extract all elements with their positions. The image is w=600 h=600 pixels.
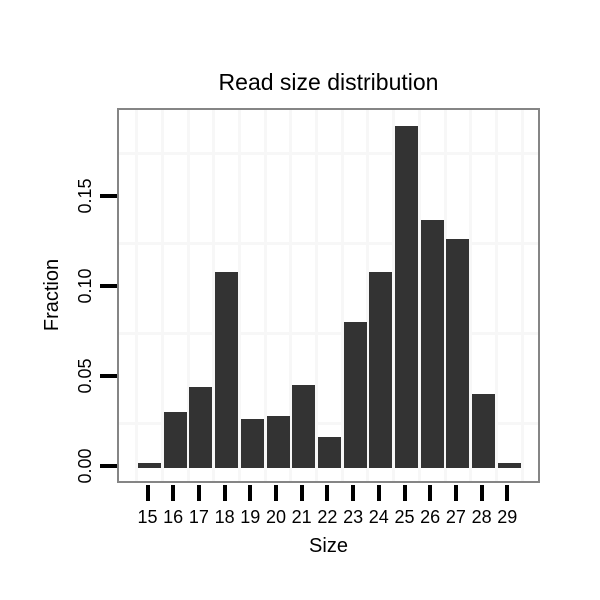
bar-size-27 bbox=[446, 239, 470, 468]
x-tick-label: 22 bbox=[317, 507, 338, 527]
gridline-vertical bbox=[469, 110, 473, 481]
gridline-vertical bbox=[392, 110, 396, 481]
bar-size-18 bbox=[215, 272, 239, 468]
x-tick bbox=[222, 485, 227, 501]
x-tick-label: 24 bbox=[368, 507, 389, 527]
y-axis-title: Fraction bbox=[41, 258, 63, 332]
y-tick bbox=[100, 284, 117, 288]
x-tick-label: 15 bbox=[137, 507, 158, 527]
bar-size-21 bbox=[292, 385, 316, 468]
y-tick bbox=[100, 374, 117, 378]
x-tick bbox=[325, 485, 330, 501]
x-tick-label: 27 bbox=[445, 507, 466, 527]
x-tick bbox=[479, 485, 484, 501]
x-tick bbox=[145, 485, 150, 501]
x-tick-label: 19 bbox=[240, 507, 261, 527]
x-tick bbox=[351, 485, 356, 501]
bar-size-16 bbox=[163, 412, 187, 468]
gridline-vertical bbox=[340, 110, 344, 481]
bar-size-22 bbox=[317, 437, 341, 468]
x-tick-label: 25 bbox=[394, 507, 415, 527]
x-tick-label: 18 bbox=[214, 507, 235, 527]
gridline-horizontal bbox=[119, 241, 538, 245]
x-tick bbox=[453, 485, 458, 501]
x-tick bbox=[196, 485, 201, 501]
gridline-vertical bbox=[263, 110, 267, 481]
x-tick-label: 28 bbox=[471, 507, 492, 527]
x-tick-label: 26 bbox=[420, 507, 441, 527]
x-tick bbox=[376, 485, 381, 501]
x-tick bbox=[299, 485, 304, 501]
gridline-vertical bbox=[212, 110, 216, 481]
chart-title: Read size distribution bbox=[218, 69, 439, 95]
x-axis-title: Size bbox=[309, 535, 348, 557]
bar-size-15 bbox=[138, 463, 161, 468]
x-tick-label: 20 bbox=[265, 507, 287, 527]
x-tick bbox=[505, 485, 510, 501]
y-tick bbox=[100, 194, 117, 198]
gridline-vertical bbox=[366, 110, 370, 481]
bar-size-24 bbox=[369, 272, 393, 468]
plot-panel bbox=[117, 108, 540, 483]
x-tick-label: 17 bbox=[188, 507, 209, 527]
x-tick bbox=[274, 485, 278, 501]
y-tick-label: 0.10 bbox=[75, 268, 95, 304]
bar-size-23 bbox=[343, 322, 367, 468]
bar-size-19 bbox=[240, 419, 264, 468]
x-tick bbox=[402, 485, 407, 501]
y-tick-label: 0.05 bbox=[75, 358, 95, 394]
x-tick bbox=[171, 485, 176, 501]
bar-size-20 bbox=[266, 416, 290, 468]
bar-size-25 bbox=[395, 126, 418, 468]
gridline-vertical bbox=[417, 110, 421, 481]
x-tick bbox=[248, 485, 253, 501]
gridline-vertical bbox=[520, 110, 524, 481]
gridline-vertical bbox=[135, 110, 139, 481]
gridline-vertical bbox=[289, 110, 293, 481]
x-tick bbox=[428, 485, 433, 501]
bar-size-26 bbox=[420, 220, 444, 468]
gridline-vertical bbox=[237, 110, 241, 481]
gridline-vertical bbox=[443, 110, 447, 481]
gridline-vertical bbox=[160, 110, 164, 481]
y-tick bbox=[100, 464, 117, 468]
y-tick-label: 0.00 bbox=[75, 448, 95, 484]
gridline-horizontal bbox=[119, 151, 538, 155]
gridline-vertical bbox=[315, 110, 319, 481]
x-tick-label: 29 bbox=[497, 507, 518, 527]
x-tick-label: 21 bbox=[291, 507, 312, 527]
gridline-vertical bbox=[186, 110, 190, 481]
bar-size-17 bbox=[189, 387, 213, 468]
y-tick-label: 0.15 bbox=[75, 178, 95, 214]
gridline-horizontal bbox=[119, 331, 538, 335]
x-tick-label: 23 bbox=[343, 507, 364, 527]
gridline-vertical bbox=[494, 110, 498, 481]
gridline-horizontal bbox=[119, 421, 538, 425]
x-tick-label: 16 bbox=[163, 507, 184, 527]
bar-size-29 bbox=[497, 463, 521, 468]
bar-size-28 bbox=[472, 394, 496, 468]
